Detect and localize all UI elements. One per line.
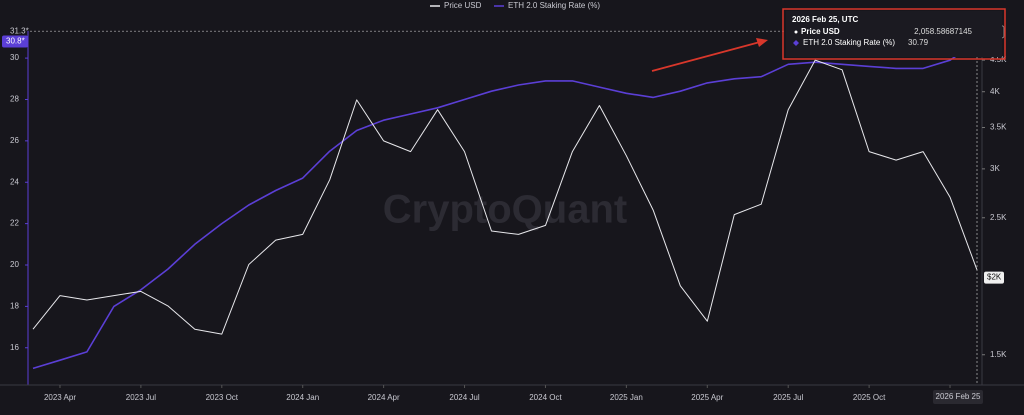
y-tick-label: 16: [10, 343, 19, 352]
tooltip-value: 30.79: [908, 38, 929, 47]
annotation-arrowhead: [756, 38, 768, 47]
y-tick-label: 20: [10, 260, 19, 269]
tooltip-value: 2,058.58687145: [914, 27, 972, 36]
value-badge: [2, 35, 28, 48]
y-tick-label: 28: [10, 95, 19, 104]
series-line: [32, 59, 978, 335]
y-tick-label: 24: [10, 177, 19, 186]
y-tick-label: 30: [10, 53, 19, 62]
y2-tick-label: 1.5K: [990, 350, 1007, 359]
y-tick-label: 18: [10, 301, 19, 310]
tooltip-name: Price USD: [801, 27, 840, 36]
tooltip-title: 2026 Feb 25, UTC: [792, 15, 858, 24]
series-line: [32, 41, 978, 370]
x-tick-label: 2023 Oct: [206, 393, 239, 402]
annotation-arrow: [651, 41, 761, 72]
legend-label: ETH 2.0 Staking Rate (%): [508, 1, 600, 10]
x-tick-label: 2023 Jul: [126, 393, 156, 402]
y2-tick-label: 3K: [990, 164, 1000, 173]
x-tick-label: 2023 Apr: [44, 393, 76, 402]
annotation-box: [782, 8, 1006, 60]
tooltip-bg: [786, 11, 1002, 57]
tooltip-name: ETH 2.0 Staking Rate (%): [803, 38, 895, 47]
legend-label: Price USD: [444, 1, 482, 10]
value-badge: [984, 271, 1004, 284]
x-tick-label: 2024 Jan: [286, 393, 319, 402]
y-tick-label: 26: [10, 136, 19, 145]
x-tick-label: 2024 Oct: [529, 393, 562, 402]
x-tick-label: 2024 Jul: [449, 393, 479, 402]
x-tick-label: 2025 Apr: [691, 393, 723, 402]
y2-tick-label: 3.5K: [990, 123, 1007, 132]
y2-tick-label: 4K: [990, 87, 1000, 96]
watermark: CryptoQuant: [383, 188, 627, 232]
x-tick-label: 2025 Jul: [773, 393, 803, 402]
y-tick-label: 22: [10, 219, 19, 228]
crosshair-x-label: 2026 Feb 25: [936, 392, 981, 401]
x-tick-label: 2025 Jan: [610, 393, 643, 402]
y2-tick-label: 2.5K: [990, 213, 1007, 222]
x-tick-label: 2025 Oct: [853, 393, 886, 402]
x-tick-label: 2024 Apr: [368, 393, 400, 402]
value-badge-label: 30.8*: [6, 37, 25, 46]
crosshair-y-label: 31.3*: [10, 26, 29, 35]
crosshair-x-badge: [933, 390, 983, 404]
tooltip-diamond: [793, 40, 799, 46]
value-badge-label: $2K: [987, 273, 1002, 282]
tooltip-dot: [794, 30, 798, 34]
